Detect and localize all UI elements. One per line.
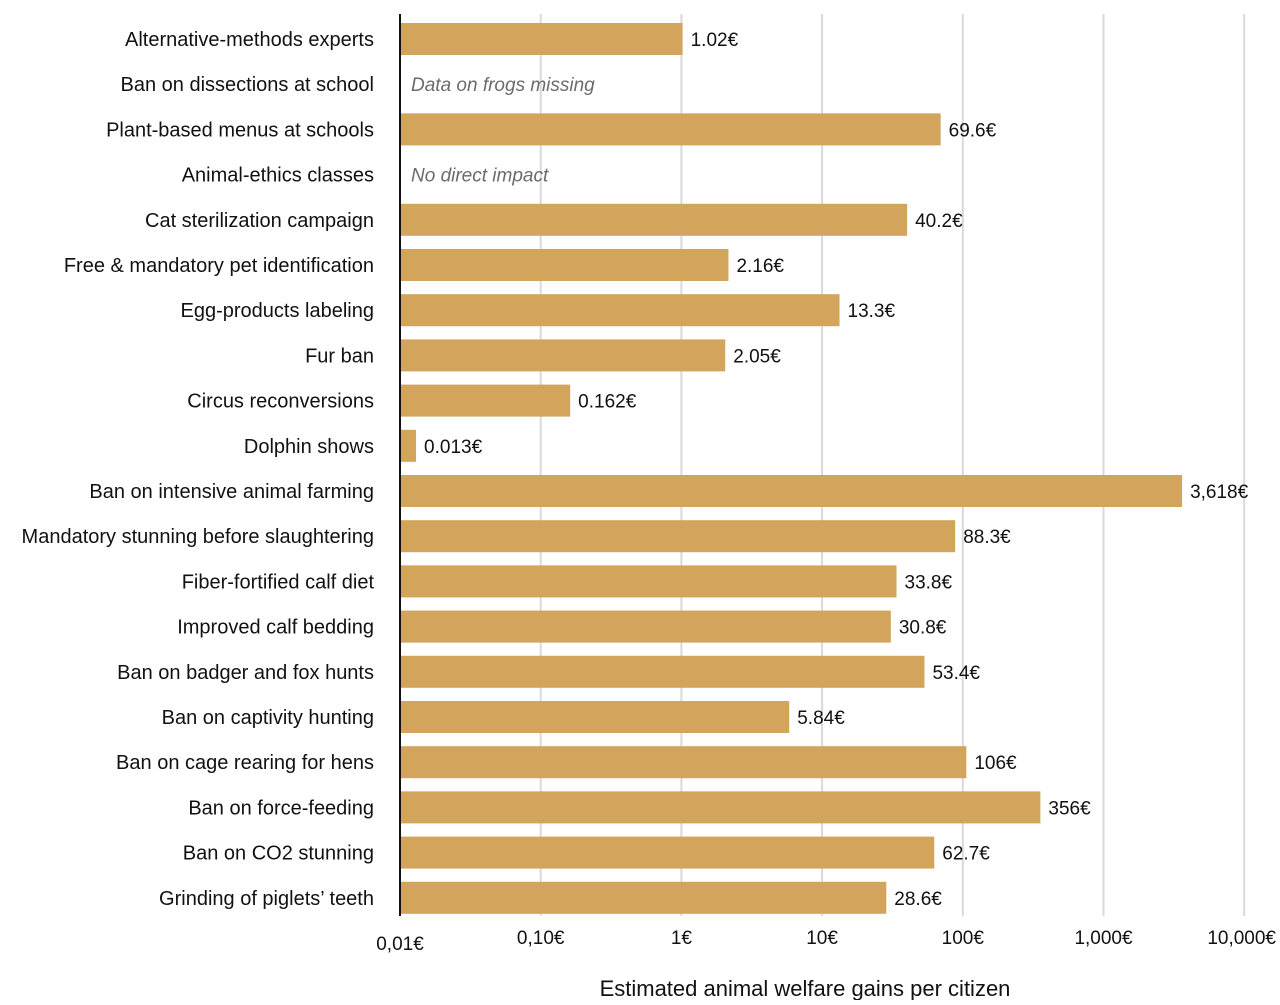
category-label: Grinding of piglets’ teeth [159,888,374,910]
category-label: Alternative-methods experts [125,29,374,51]
value-label: 106€ [974,753,1017,774]
bar [401,113,941,146]
value-label: 69.6€ [949,120,997,141]
category-label: Ban on intensive animal farming [89,481,374,503]
category-label: Dolphin shows [244,436,374,458]
category-label: Circus reconversions [187,391,374,413]
bar [401,655,925,688]
value-label: 356€ [1048,798,1091,819]
bar [401,339,726,372]
value-label: 33.8€ [905,572,953,593]
x-tick-label: 10,000€ [1207,928,1276,949]
value-label: 2.16€ [736,256,784,277]
category-label: Animal-ethics classes [182,165,374,187]
bar [401,429,417,462]
note-label: Data on frogs missing [411,75,595,96]
bar [401,294,840,327]
bar [401,746,967,779]
bar [401,520,956,553]
x-tick-label: 10€ [806,928,838,949]
bar [401,23,683,55]
category-label: Ban on CO2 stunning [183,843,374,865]
x-tick-label: 100€ [942,928,985,949]
bar [401,836,935,869]
category-label: Ban on cage rearing for hens [116,752,374,774]
value-label: 1.02€ [691,30,739,51]
value-label: 5.84€ [797,708,845,729]
bar [401,249,729,281]
value-label: 0.013€ [424,437,483,458]
category-label: Egg-products labeling [181,300,374,322]
bar [401,203,908,236]
note-label: No direct impact [411,166,549,187]
category-label: Ban on badger and fox hunts [117,662,374,684]
value-label: 2.05€ [733,346,781,367]
bar [401,881,887,914]
x-tick-label: 0,10€ [517,928,565,949]
bar [401,475,1183,507]
value-label: 62.7€ [942,844,990,865]
gridlines [539,14,1246,916]
category-label: Plant-based menus at schools [106,119,374,141]
category-label: Fur ban [305,345,374,367]
category-label: Ban on dissections at school [121,74,375,96]
value-label: 53.4€ [932,663,980,684]
bar [401,384,571,417]
category-label: Free & mandatory pet identification [64,255,374,277]
labels: 0,01€ 0,10€ 1€ 10€ 100€ 1,000€ 10,000€ Alternat… [22,29,1277,955]
bar [401,610,891,643]
value-label: 0.162€ [578,392,637,413]
x-tick-label: 0,01€ [376,934,424,955]
category-label: Cat sterilization campaign [145,210,374,232]
x-axis-title: Estimated animal welfare gains per citiz… [600,976,1011,1000]
value-label: 40.2€ [915,211,963,232]
x-tick-label: 1,000€ [1074,928,1133,949]
category-label: Ban on force-feeding [188,797,374,819]
bars [401,23,1183,914]
value-label: 88.3€ [963,527,1011,548]
value-label: 28.6€ [894,889,942,910]
category-label: Ban on captivity hunting [162,707,374,729]
bar [401,565,897,598]
x-tick-label: 1€ [671,928,693,949]
category-label: Mandatory stunning before slaughtering [22,526,374,548]
bar [401,701,790,733]
category-label: Fiber-fortified calf diet [182,571,375,593]
value-label: 3,618€ [1190,482,1249,503]
value-label: 30.8€ [899,618,947,639]
category-label: Improved calf bedding [177,617,374,639]
value-label: 13.3€ [848,301,896,322]
bar [401,791,1041,824]
